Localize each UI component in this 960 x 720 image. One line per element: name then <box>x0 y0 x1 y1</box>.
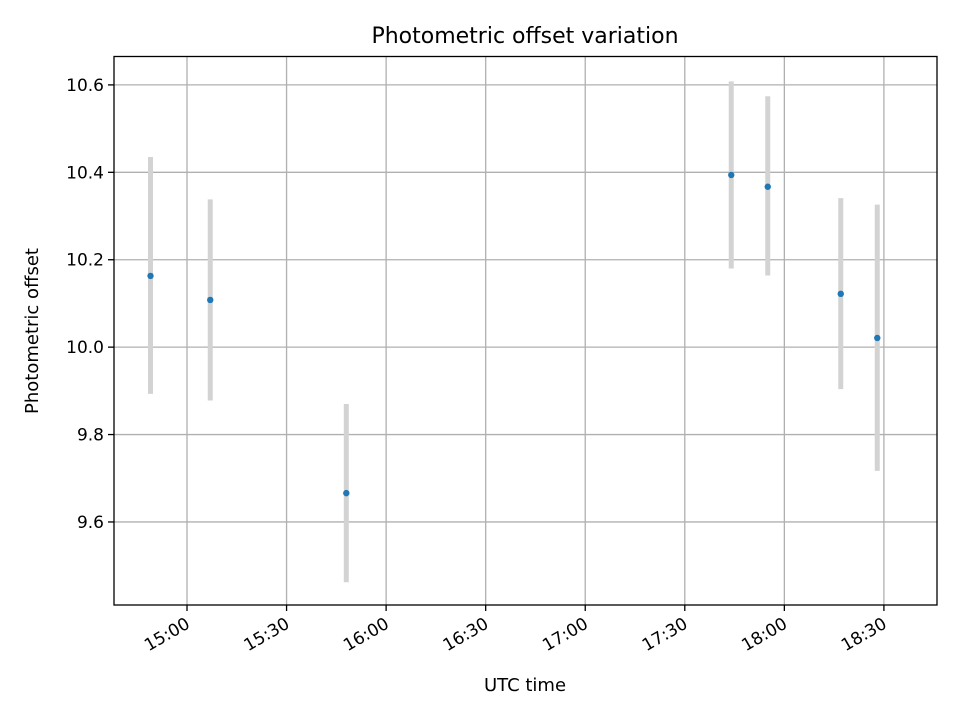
data-point <box>837 290 844 298</box>
data-point <box>764 183 771 190</box>
y-tick-label: 9.6 <box>77 513 104 533</box>
data-point <box>207 296 214 304</box>
chart-title: Photometric offset variation <box>371 24 678 49</box>
error-bars <box>148 81 880 583</box>
y-tick-label: 10.0 <box>66 338 104 358</box>
x-axis-ticks: 15:00 15:30 16:00 16:30 17:00 17:30 18:00 18:30 <box>141 605 890 656</box>
y-tick-label: 9.8 <box>77 426 104 446</box>
x-tick-label: 16:30 <box>440 614 492 656</box>
x-tick-label: 18:00 <box>738 614 790 656</box>
grid <box>114 56 937 605</box>
x-tick-label: 15:30 <box>241 614 293 656</box>
x-tick-label: 17:30 <box>639 614 691 656</box>
data-point <box>343 489 350 497</box>
y-tick-label: 10.4 <box>66 163 104 183</box>
y-axis-ticks: 9.6 9.8 10.0 10.2 10.4 10.6 <box>66 76 114 533</box>
x-tick-label: 18:30 <box>838 614 890 656</box>
axes-frame <box>113 55 938 606</box>
x-tick-label: 15:00 <box>141 614 193 656</box>
data-point <box>874 334 881 342</box>
data-point <box>147 272 154 280</box>
data-point <box>728 171 735 179</box>
y-tick-label: 10.6 <box>66 76 104 96</box>
y-tick-label: 10.2 <box>66 251 104 271</box>
x-axis-label: UTC time <box>484 675 566 696</box>
y-axis-label: Photometric offset <box>22 248 43 414</box>
data-points <box>147 171 881 497</box>
x-tick-label: 17:00 <box>539 614 591 656</box>
x-tick-label: 16:00 <box>340 614 392 656</box>
